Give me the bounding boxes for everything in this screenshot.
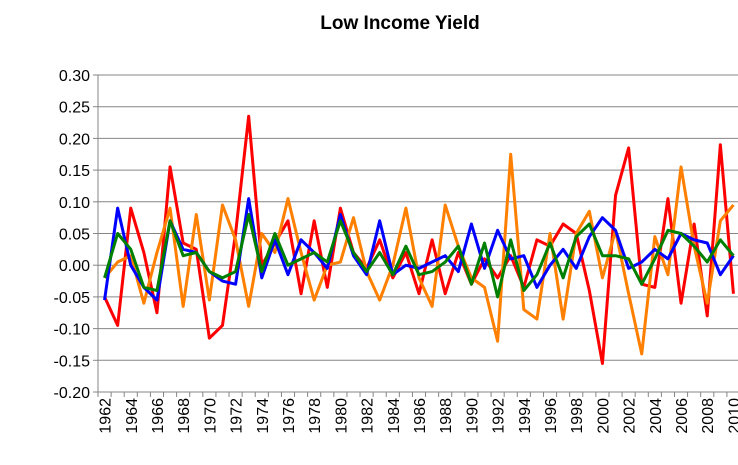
x-tick-label: 1972	[229, 398, 246, 434]
x-tick-label: 2002	[622, 398, 639, 434]
x-tick-label: 1982	[360, 398, 377, 434]
series-line	[103, 152, 735, 356]
x-tick-label: 1970	[202, 398, 219, 434]
x-tick-label: 2004	[648, 398, 665, 434]
y-tick-label: 0.05	[59, 227, 90, 244]
x-tick-label: 1988	[438, 398, 455, 434]
x-tick-label: 2008	[700, 398, 717, 434]
x-tick-label: 2006	[674, 398, 691, 434]
y-tick-label: 0.20	[59, 131, 90, 148]
y-tick-label: -0.15	[54, 353, 91, 370]
x-tick-label: 1980	[333, 398, 350, 434]
series-line	[103, 212, 735, 299]
y-tick-label: 0.30	[59, 68, 90, 85]
y-tick-label: 0.25	[59, 100, 90, 117]
x-tick-label: 2010	[726, 398, 738, 434]
x-tick-label: 1962	[98, 398, 115, 434]
y-tick-label: -0.10	[54, 322, 91, 339]
plot-area	[103, 114, 735, 365]
x-tick-label: 1990	[464, 398, 481, 434]
y-tick-label: -0.05	[54, 290, 91, 307]
x-tick-label: 1998	[569, 398, 586, 434]
x-tick-label: 1986	[412, 398, 429, 434]
x-tick-label: 1974	[255, 398, 272, 434]
x-tick-label: 1994	[517, 398, 534, 434]
x-tick-label: 1996	[543, 398, 560, 434]
series-line	[103, 114, 735, 365]
y-tick-label: 0.15	[59, 163, 90, 180]
y-tick-label: 0.10	[59, 195, 90, 212]
x-tick-label: 2000	[595, 398, 612, 434]
x-tick-label: 1966	[150, 398, 167, 434]
x-tick-label: 1976	[281, 398, 298, 434]
x-tick-label: 1978	[307, 398, 324, 434]
chart-title: Low Income Yield	[320, 13, 479, 34]
x-tick-label: 1984	[386, 398, 403, 434]
x-tick-label: 1964	[124, 398, 141, 434]
x-tick-label: 1992	[491, 398, 508, 434]
y-tick-label: -0.20	[54, 385, 91, 402]
x-tick-label: 1968	[176, 398, 193, 434]
y-tick-label: 0.00	[59, 258, 90, 275]
